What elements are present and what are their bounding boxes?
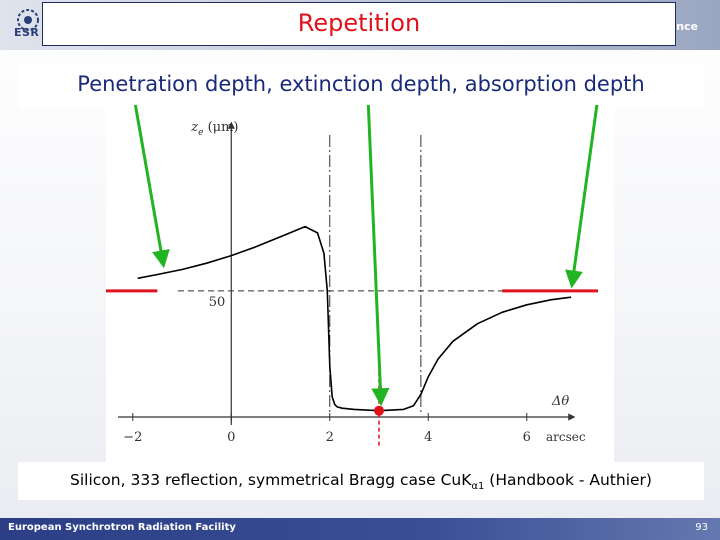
x-axis-unit: arcsec [546, 430, 586, 444]
x-tick-label: 4 [424, 430, 432, 445]
caption-subscript: α1 [471, 481, 485, 493]
footer-text: European Synchrotron Radiation Facility [8, 522, 236, 533]
depth-chart: −2 0 2 4 6 50 ze (μm) Δθ arcsec [106, 105, 599, 447]
extinction-arrow [366, 105, 390, 407]
x-tick-label: −2 [123, 430, 142, 445]
title-box: Repetition [42, 2, 676, 46]
figure-panel: −2 0 2 4 6 50 ze (μm) Δθ arcsec [106, 105, 614, 465]
caption-tail: (Handbook - Authier) [484, 471, 652, 489]
penetration-arrow [133, 105, 170, 269]
page-number: 93 [695, 522, 708, 533]
x-tick-label: 2 [326, 430, 334, 445]
x-tick-label: 0 [227, 430, 235, 445]
slide-subtitle: Penetration depth, extinction depth, abs… [77, 72, 645, 96]
footer-bar: European Synchrotron Radiation Facility … [0, 518, 720, 540]
x-axis-label: Δθ [551, 394, 569, 409]
absorption-arrow [565, 105, 599, 289]
figure-caption: Silicon, 333 reflection, symmetrical Bra… [18, 471, 704, 492]
header-brand-text: nce [676, 20, 698, 33]
subtitle-box: Penetration depth, extinction depth, abs… [18, 63, 704, 109]
esrf-logo-icon [17, 9, 39, 31]
y-axis-label: ze (μm) [190, 120, 238, 138]
penetration-depth-curve [137, 225, 572, 412]
caption-main: Silicon, 333 reflection, symmetrical Bra… [70, 471, 472, 489]
slide-title: Repetition [297, 9, 421, 37]
extinction-depth-dot [374, 405, 385, 416]
x-tick-label: 6 [523, 430, 531, 445]
caption-box: Silicon, 333 reflection, symmetrical Bra… [18, 462, 704, 500]
logo-text: ESR [14, 26, 40, 39]
y-tick-label: 50 [209, 295, 226, 310]
